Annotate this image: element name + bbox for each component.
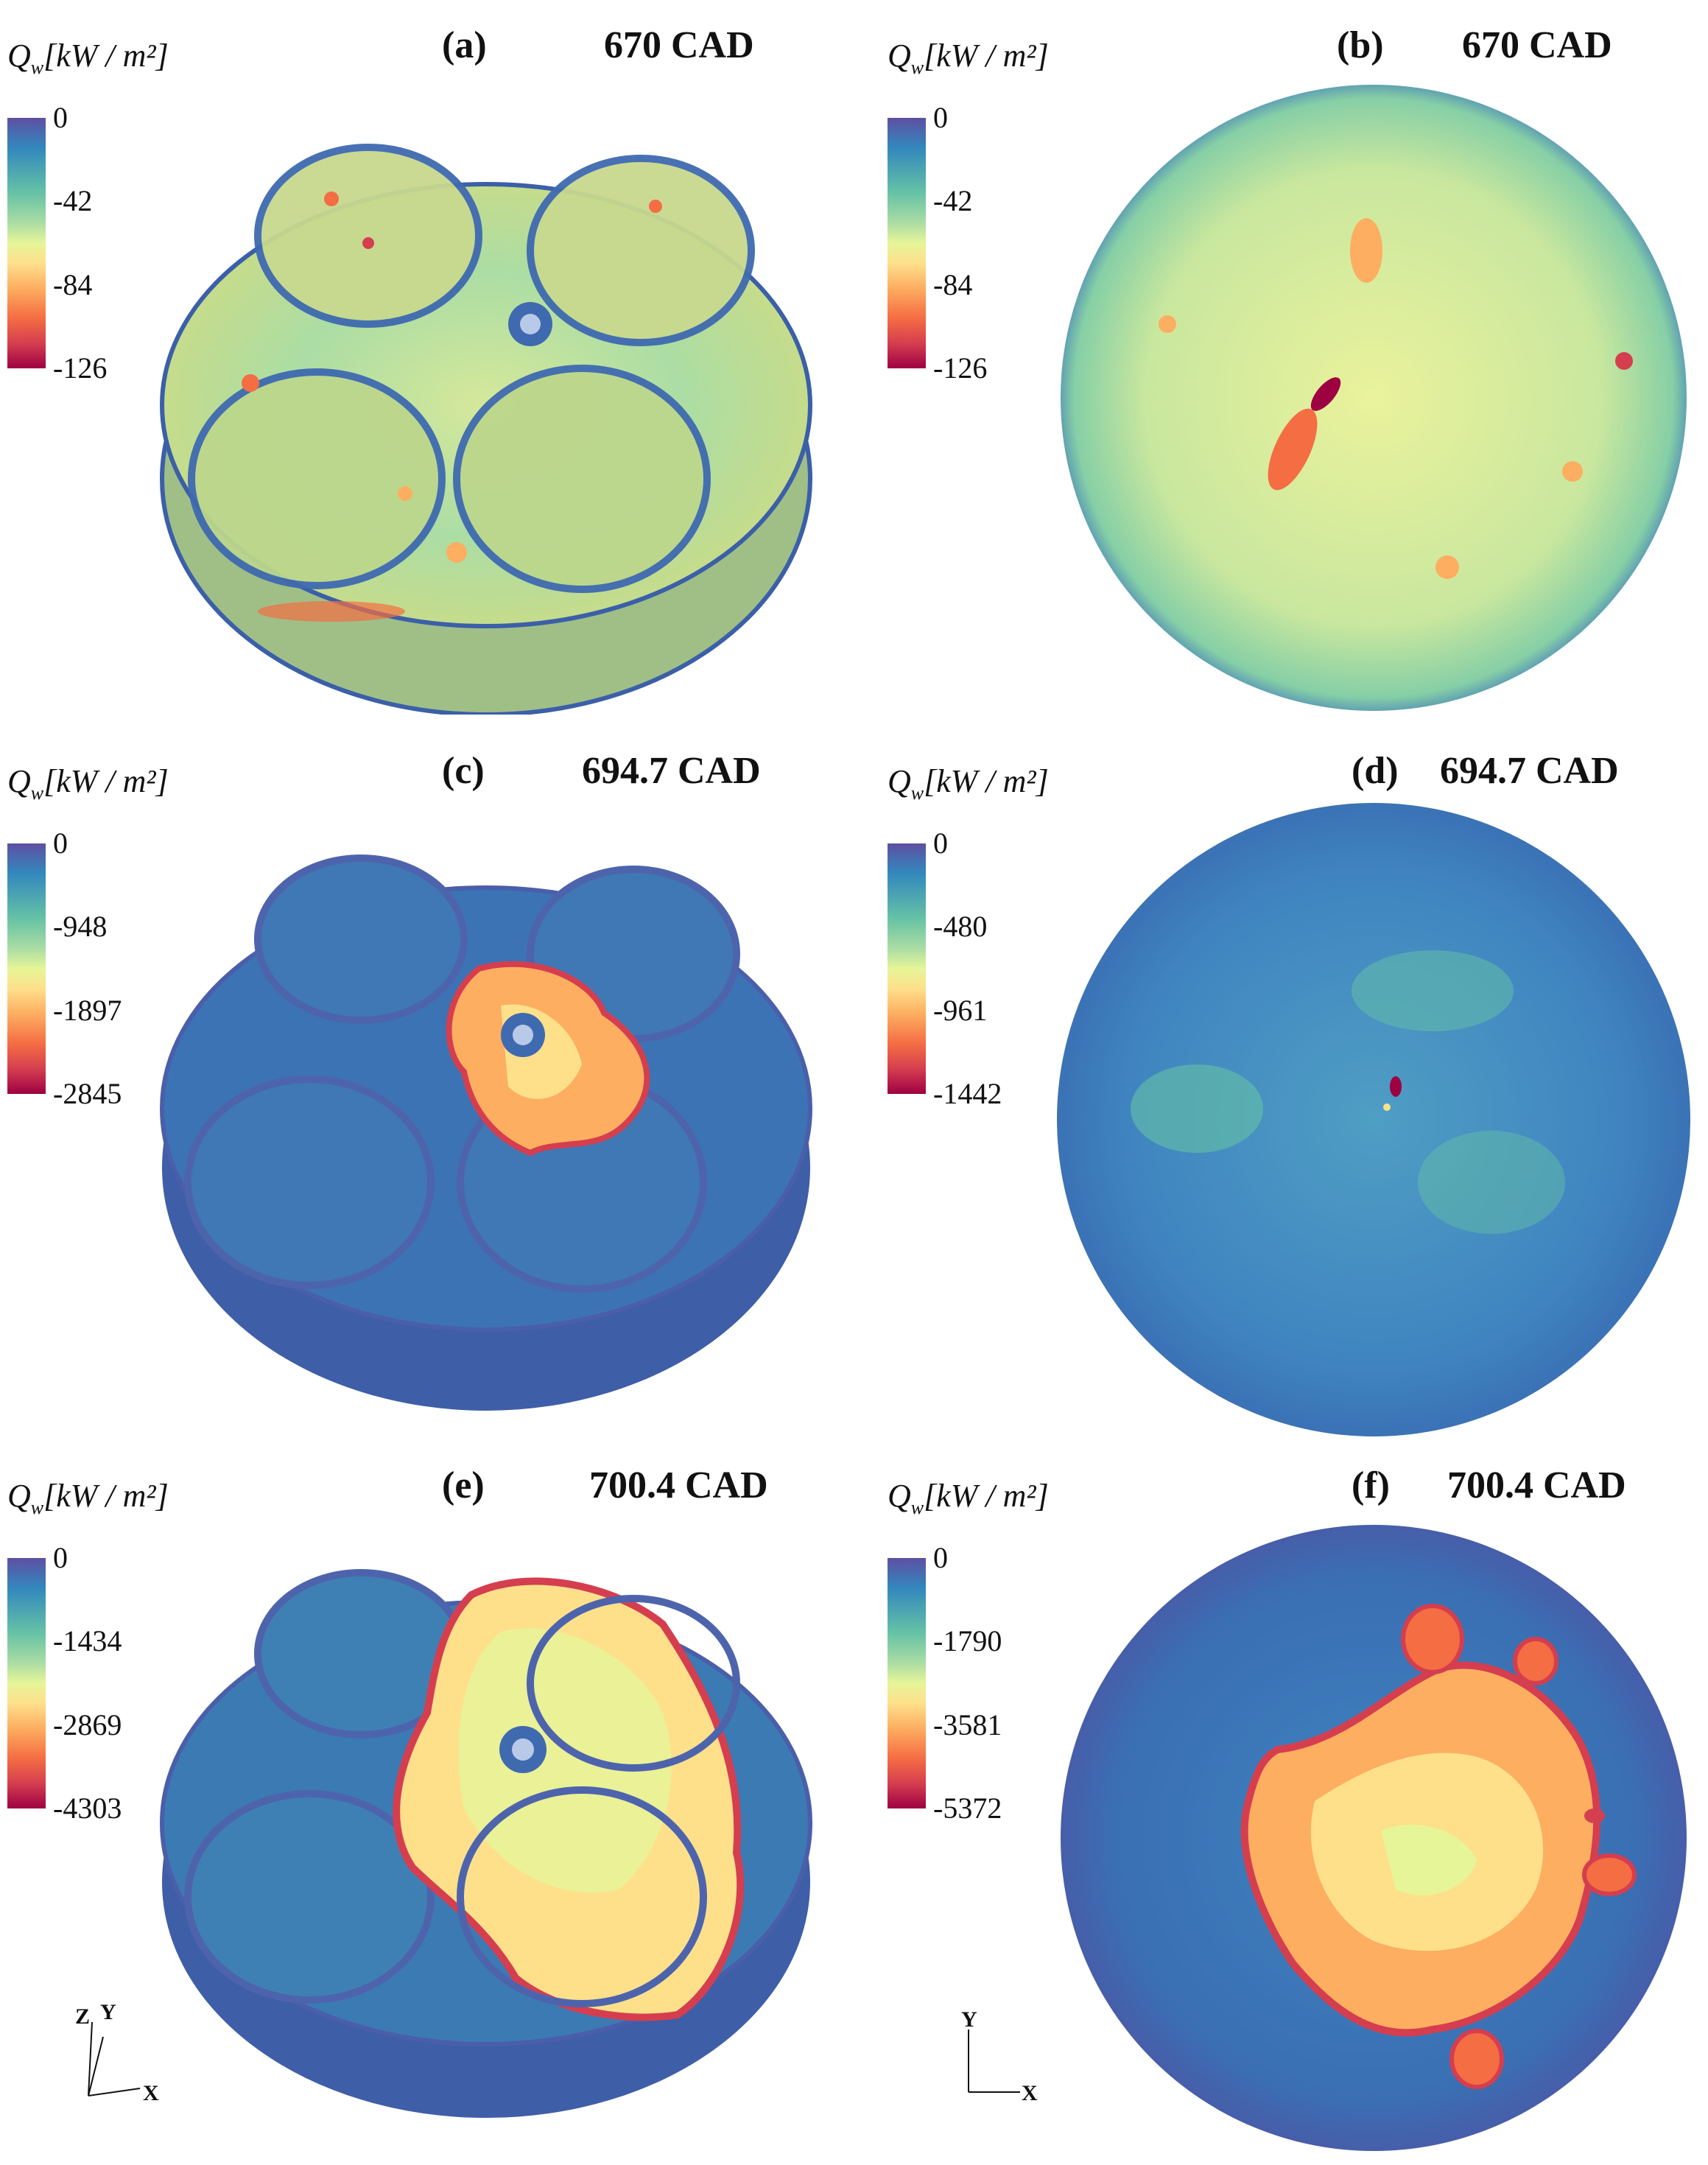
colorbar	[888, 843, 926, 1094]
crank-angle-label: 670 CAD	[1462, 24, 1612, 66]
colorbar-title: Qw[kW / m²]	[7, 763, 169, 804]
colorbar-tick: 0	[933, 101, 948, 134]
axis-label-x: X	[143, 2081, 159, 2105]
colorbar-tick: 0	[53, 827, 68, 860]
colorbar-tick: -3581	[933, 1708, 1002, 1741]
panel-b: Qw[kW / m²] 0 -42 -84 -126 (b) 670 CAD	[880, 0, 1708, 715]
axis-label-x: X	[1022, 2081, 1038, 2105]
colorbar-tick: -126	[53, 351, 108, 385]
crank-angle-label: 670 CAD	[604, 24, 754, 66]
colorbar-tick: -961	[933, 994, 988, 1027]
colorbar-tick: 0	[933, 827, 948, 860]
colorbar-tick: -4303	[53, 1792, 122, 1825]
crank-angle-label: 700.4 CAD	[1447, 1464, 1626, 1506]
colorbar	[7, 843, 46, 1094]
panel-e: Qw[kW / m²] 0 -1434 -2869 -4303 (e) 700.…	[0, 1440, 854, 2155]
colorbar-tick: -1442	[933, 1077, 1002, 1110]
cylinder-head-3d-render	[160, 1569, 812, 2118]
colorbar-tick: -2869	[53, 1708, 122, 1741]
axis-label-y: Y	[961, 2007, 977, 2032]
crank-angle-label: 694.7 CAD	[1440, 750, 1619, 792]
panel-tag: (c)	[442, 750, 485, 792]
colorbar-tick: 0	[53, 101, 68, 134]
axis-triad-2d: Y X	[939, 2007, 1038, 2105]
panel-tag: (f)	[1352, 1464, 1390, 1506]
colorbar-tick: -1897	[53, 994, 122, 1027]
colorbar-tick: -5372	[933, 1792, 1002, 1825]
panel-tag: (e)	[442, 1464, 485, 1506]
cylinder-head-3d-render	[160, 855, 812, 1411]
axis-label-z: Z	[75, 2004, 91, 2029]
colorbar	[7, 118, 46, 368]
panel-tag: (d)	[1352, 750, 1399, 792]
axis-triad-arrows	[968, 2029, 1020, 2093]
crank-angle-label: 700.4 CAD	[589, 1464, 768, 1506]
piston-top-render	[1061, 85, 1687, 711]
colorbar	[888, 118, 926, 368]
panel-c: Qw[kW / m²] 0 -948 -1897 -2845 (c) 694.7…	[0, 726, 854, 1440]
piston-top-render	[1061, 1525, 1687, 2151]
colorbar-title: Qw[kW / m²]	[888, 763, 1049, 804]
colorbar-title: Qw[kW / m²]	[7, 38, 169, 78]
colorbar-tick: 0	[53, 1541, 68, 1574]
colorbar-tick: 0	[933, 1541, 948, 1574]
colorbar-tick: -948	[53, 910, 108, 943]
colorbar-title: Qw[kW / m²]	[7, 1478, 169, 1518]
panel-tag: (b)	[1337, 24, 1384, 66]
piston-top-render	[1057, 803, 1690, 1436]
colorbar-tick: -1434	[53, 1624, 122, 1657]
axis-label-y: Y	[100, 2000, 116, 2024]
colorbar	[7, 1558, 46, 1808]
colorbar-tick: -1790	[933, 1624, 1002, 1657]
colorbar-tick: -2845	[53, 1077, 122, 1110]
crank-angle-label: 694.7 CAD	[582, 750, 761, 792]
panel-a: Qw[kW / m²] 0 -42 -84 -126 (a) 670 CAD	[0, 0, 854, 715]
colorbar-tick: -126	[933, 351, 988, 385]
panel-tag: (a)	[442, 24, 487, 66]
cylinder-head-3d-render	[160, 144, 812, 715]
colorbar-tick: -84	[53, 268, 93, 301]
axis-triad-3d: Z Y X	[59, 2000, 159, 2105]
colorbar	[888, 1558, 926, 1808]
colorbar-tick: -42	[933, 184, 973, 217]
panel-f: Qw[kW / m²] 0 -1790 -3581 -5372 (f) 700.…	[880, 1440, 1708, 2155]
colorbar-tick: -84	[933, 268, 973, 301]
colorbar-tick: -480	[933, 910, 988, 943]
colorbar-title: Qw[kW / m²]	[888, 1478, 1049, 1518]
panel-d: Qw[kW / m²] 0 -480 -961 -1442 (d) 694.7 …	[880, 726, 1708, 1440]
axis-triad-arrows	[88, 2021, 141, 2096]
colorbar-title: Qw[kW / m²]	[888, 38, 1049, 78]
colorbar-tick: -42	[53, 184, 93, 217]
